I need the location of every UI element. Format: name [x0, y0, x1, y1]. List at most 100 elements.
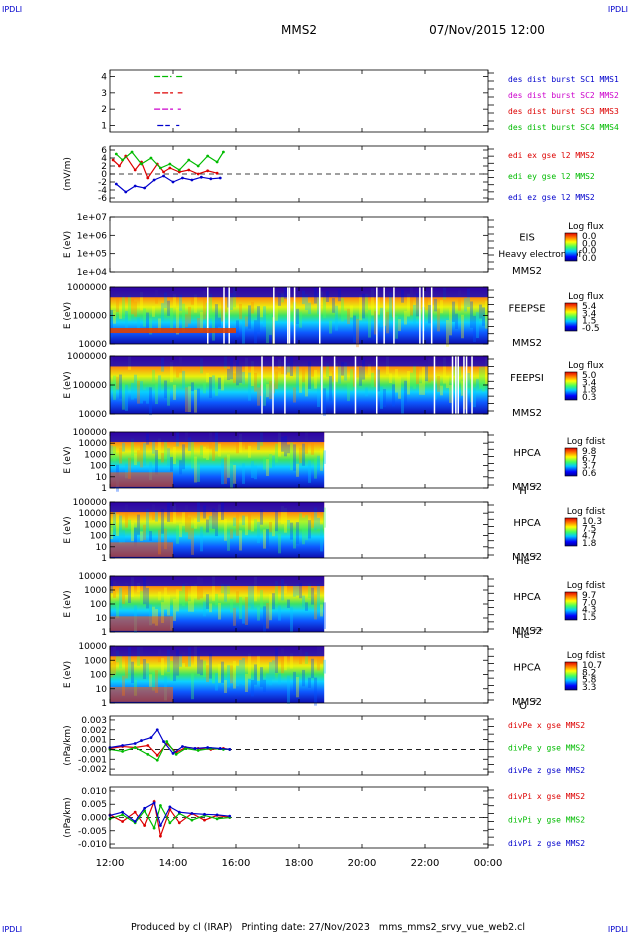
heatmap-cell [239, 596, 242, 619]
heatmap-cell [347, 383, 350, 402]
heatmap-cell [134, 453, 137, 466]
heatmap-cell [281, 361, 284, 375]
data-gap [319, 287, 321, 344]
series-point [159, 834, 162, 838]
heatmap-cell [176, 525, 179, 544]
heatmap-high-energy-band [110, 432, 325, 443]
heatmap-cell [251, 680, 254, 697]
colorbar [564, 302, 578, 332]
heatmap-cell [467, 288, 470, 308]
heatmap-cell [248, 585, 251, 606]
heatmap-cell [320, 604, 323, 617]
heatmap-cell [143, 524, 146, 540]
series-point [177, 170, 181, 174]
y-tick-label: 100000 [73, 312, 108, 322]
y-tick-label: 0 [101, 170, 107, 180]
heatmap-cell [299, 583, 302, 599]
y-tick-label: 1 [101, 121, 107, 131]
heatmap-cell [290, 442, 293, 471]
data-gap [471, 356, 473, 414]
heatmap-cell [362, 293, 365, 319]
heatmap-cell [140, 591, 143, 605]
footer-credits: Produced by cl (IRAP) Printing date: 27/… [131, 922, 525, 933]
heatmap-cell [404, 380, 407, 405]
heatmap-cell [182, 370, 185, 389]
heatmap-cell [248, 372, 251, 401]
spacecraft-label: MMS2 [512, 266, 542, 277]
heatmap-cell [239, 365, 242, 383]
heatmap-cell [293, 585, 296, 597]
heatmap-cell [317, 293, 320, 315]
heatmap-cell [212, 444, 215, 461]
heatmap-cell [188, 306, 191, 324]
heatmap-cell [149, 387, 152, 416]
colorbar-tick-label: 3.7 [582, 462, 596, 472]
heatmap-cell [260, 590, 263, 608]
y-tick-label: 0.002 [81, 726, 107, 736]
heatmap-cell [119, 447, 122, 464]
series-point [222, 150, 225, 154]
heatmap-cell [173, 294, 176, 307]
heatmap-cell [146, 663, 149, 680]
heatmap-cell [158, 529, 161, 555]
series-point [190, 812, 194, 815]
colorbar-tick-label: 1.5 [582, 317, 596, 327]
heatmap-cell [437, 308, 440, 332]
y-tick-label: 1e+04 [77, 268, 108, 278]
heatmap-cell [185, 314, 188, 328]
heatmap-cell [257, 521, 260, 544]
series-point [143, 824, 147, 827]
heatmap-cell [155, 450, 158, 475]
heatmap-cell [308, 302, 311, 315]
y-tick-label: 1000 [84, 450, 107, 460]
heatmap-cell [311, 442, 314, 455]
heatmap-cell [170, 512, 173, 522]
colorbar [564, 591, 578, 621]
heatmap-cell [344, 362, 347, 381]
heatmap-cell [116, 376, 119, 390]
series-point [196, 164, 200, 168]
heatmap-cell [218, 443, 221, 457]
heatmap-cell [158, 375, 161, 393]
y-tick-label: 100000 [73, 498, 108, 508]
heatmap-cell [284, 507, 287, 533]
y-tick-label: 100 [90, 532, 107, 542]
heatmap-cell [230, 529, 233, 539]
heatmap-cell [128, 585, 131, 604]
heatmap-cell [320, 524, 323, 552]
heatmap-cell [356, 318, 359, 348]
heatmap-cell [164, 587, 167, 610]
heatmap-cell [110, 445, 113, 456]
y-tick-label: 1 [101, 628, 107, 638]
heatmap-hpca_h [110, 432, 326, 492]
data-gap [284, 356, 286, 414]
data-gap [465, 356, 468, 414]
series-point [162, 740, 165, 743]
heatmap-cell [269, 521, 272, 533]
y-axis-label: (nPa/km) [63, 797, 73, 837]
heatmap-cell [263, 378, 266, 406]
heatmap-cell [353, 369, 356, 387]
datetime-title: 07/Nov/2015 12:00 [429, 23, 545, 37]
heatmap-cell [209, 377, 212, 399]
series-point [196, 172, 200, 176]
y-tick-label: 1e+05 [77, 250, 107, 260]
heatmap-cell [167, 595, 170, 616]
heatmap-cell [161, 658, 164, 676]
data-gap [228, 287, 230, 344]
heatmap-cell [209, 515, 212, 529]
time-tick-label: 14:00 [159, 858, 188, 869]
heatmap-cell [236, 320, 239, 338]
heatmap-cell [374, 358, 377, 388]
colorbar [564, 232, 578, 262]
heatmap-cell [464, 390, 467, 410]
heatmap-cell [425, 292, 428, 311]
heatmap-cell [287, 519, 290, 529]
data-gap [288, 287, 291, 344]
series-point [215, 817, 219, 821]
heatmap-cell [113, 446, 116, 461]
heatmap-cell [143, 390, 146, 401]
heatmap-cell [170, 456, 173, 472]
